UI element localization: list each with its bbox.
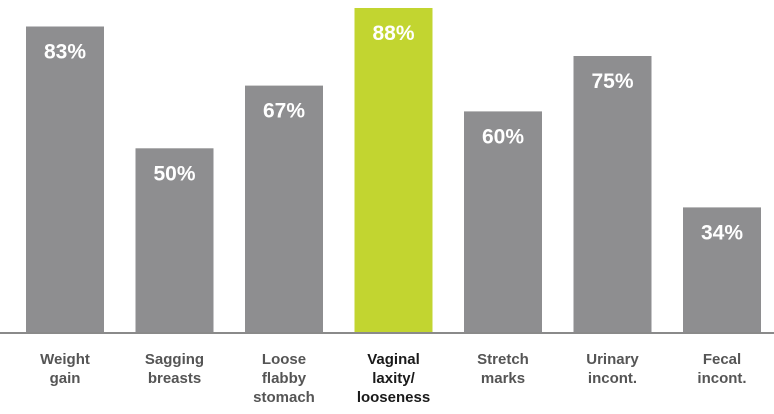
category-label-line: incont. [588,370,637,387]
category-label-line: flabby [262,370,307,387]
bar-2 [245,85,323,333]
bar-value-label-4: 60% [482,125,524,148]
bar-6 [683,207,761,333]
category-label-0: Weight gain [40,351,90,387]
category-label-line: gain [50,370,81,387]
bar-value-label-0: 83% [44,41,86,64]
category-label-6: Fecal incont. [697,351,746,387]
category-label-line: Vaginal [367,351,420,368]
category-label-line: incont. [697,370,746,387]
category-label-line: laxity/ [372,370,415,387]
bar-1 [135,148,214,333]
category-label-3: Vaginal laxity/looseness [357,351,430,406]
category-label-1: Sagging breasts [145,351,204,387]
bars-layer [26,8,761,334]
category-labels-layer: Weight gain Sagging breasts Loose flabby stoma… [40,351,746,406]
category-label-5: Urinary incont. [586,351,639,387]
category-label-line: marks [481,370,525,387]
category-label-2: Loose flabby stomach [253,351,315,406]
category-label-line: Sagging [145,351,204,368]
category-label-line: Stretch [477,351,529,368]
bar-0 [26,26,104,333]
category-label-line: stomach [253,389,315,406]
category-label-line: looseness [357,389,430,406]
category-label-line: Urinary [586,351,639,368]
category-label-4: Stretch marks [477,351,529,387]
category-label-line: Loose [262,351,306,368]
bar-5 [573,56,652,333]
bar-value-label-5: 75% [591,70,633,93]
category-label-line: breasts [148,370,201,387]
category-label-line: Fecal [703,351,741,368]
category-label-line: Weight [40,351,90,368]
bar-value-label-3: 88% [372,22,414,45]
bar-value-label-6: 34% [701,221,743,244]
value-labels-layer: 83% 50% 67% 88% 60% 75% 34% [44,22,743,244]
bar-4 [464,111,542,334]
bar-value-label-2: 67% [263,100,305,123]
bar-value-label-1: 50% [153,162,195,185]
bar-3 [354,8,433,333]
